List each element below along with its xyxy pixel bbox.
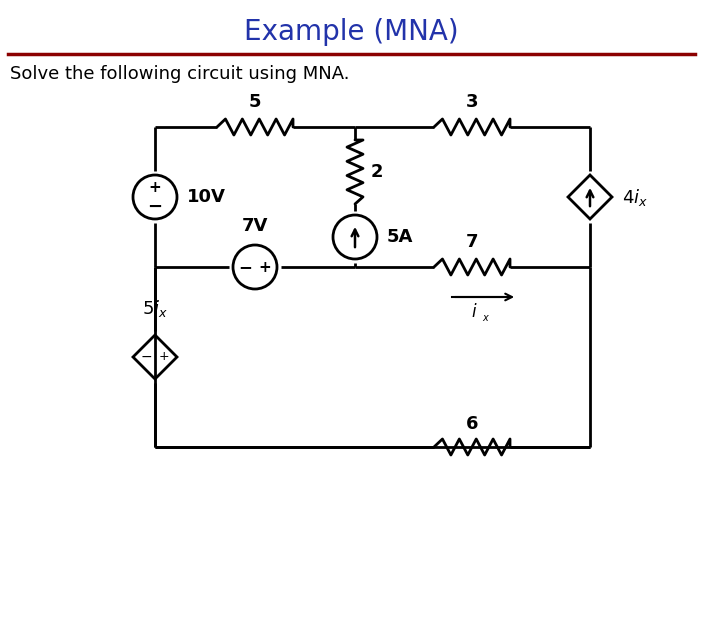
Text: $_x$: $_x$ xyxy=(482,310,490,324)
Text: $i$: $i$ xyxy=(471,303,477,321)
Text: $5i_x$: $5i_x$ xyxy=(142,298,168,319)
Text: $4i_x$: $4i_x$ xyxy=(622,187,648,208)
Text: −: − xyxy=(238,258,252,276)
Text: −: − xyxy=(140,350,152,364)
Text: 2: 2 xyxy=(371,163,384,181)
Text: 7: 7 xyxy=(466,233,478,251)
Text: 5: 5 xyxy=(249,93,262,111)
Text: +: + xyxy=(148,180,162,195)
Text: Example (MNA): Example (MNA) xyxy=(244,18,458,46)
Text: −: − xyxy=(148,198,162,216)
Text: 10V: 10V xyxy=(187,188,226,206)
Text: Solve the following circuit using MNA.: Solve the following circuit using MNA. xyxy=(10,65,349,83)
Text: 3: 3 xyxy=(466,93,478,111)
Text: +: + xyxy=(259,259,271,274)
Text: 6: 6 xyxy=(466,415,478,433)
Text: 5A: 5A xyxy=(387,228,413,246)
Text: +: + xyxy=(159,351,169,363)
Text: 7V: 7V xyxy=(242,217,268,235)
